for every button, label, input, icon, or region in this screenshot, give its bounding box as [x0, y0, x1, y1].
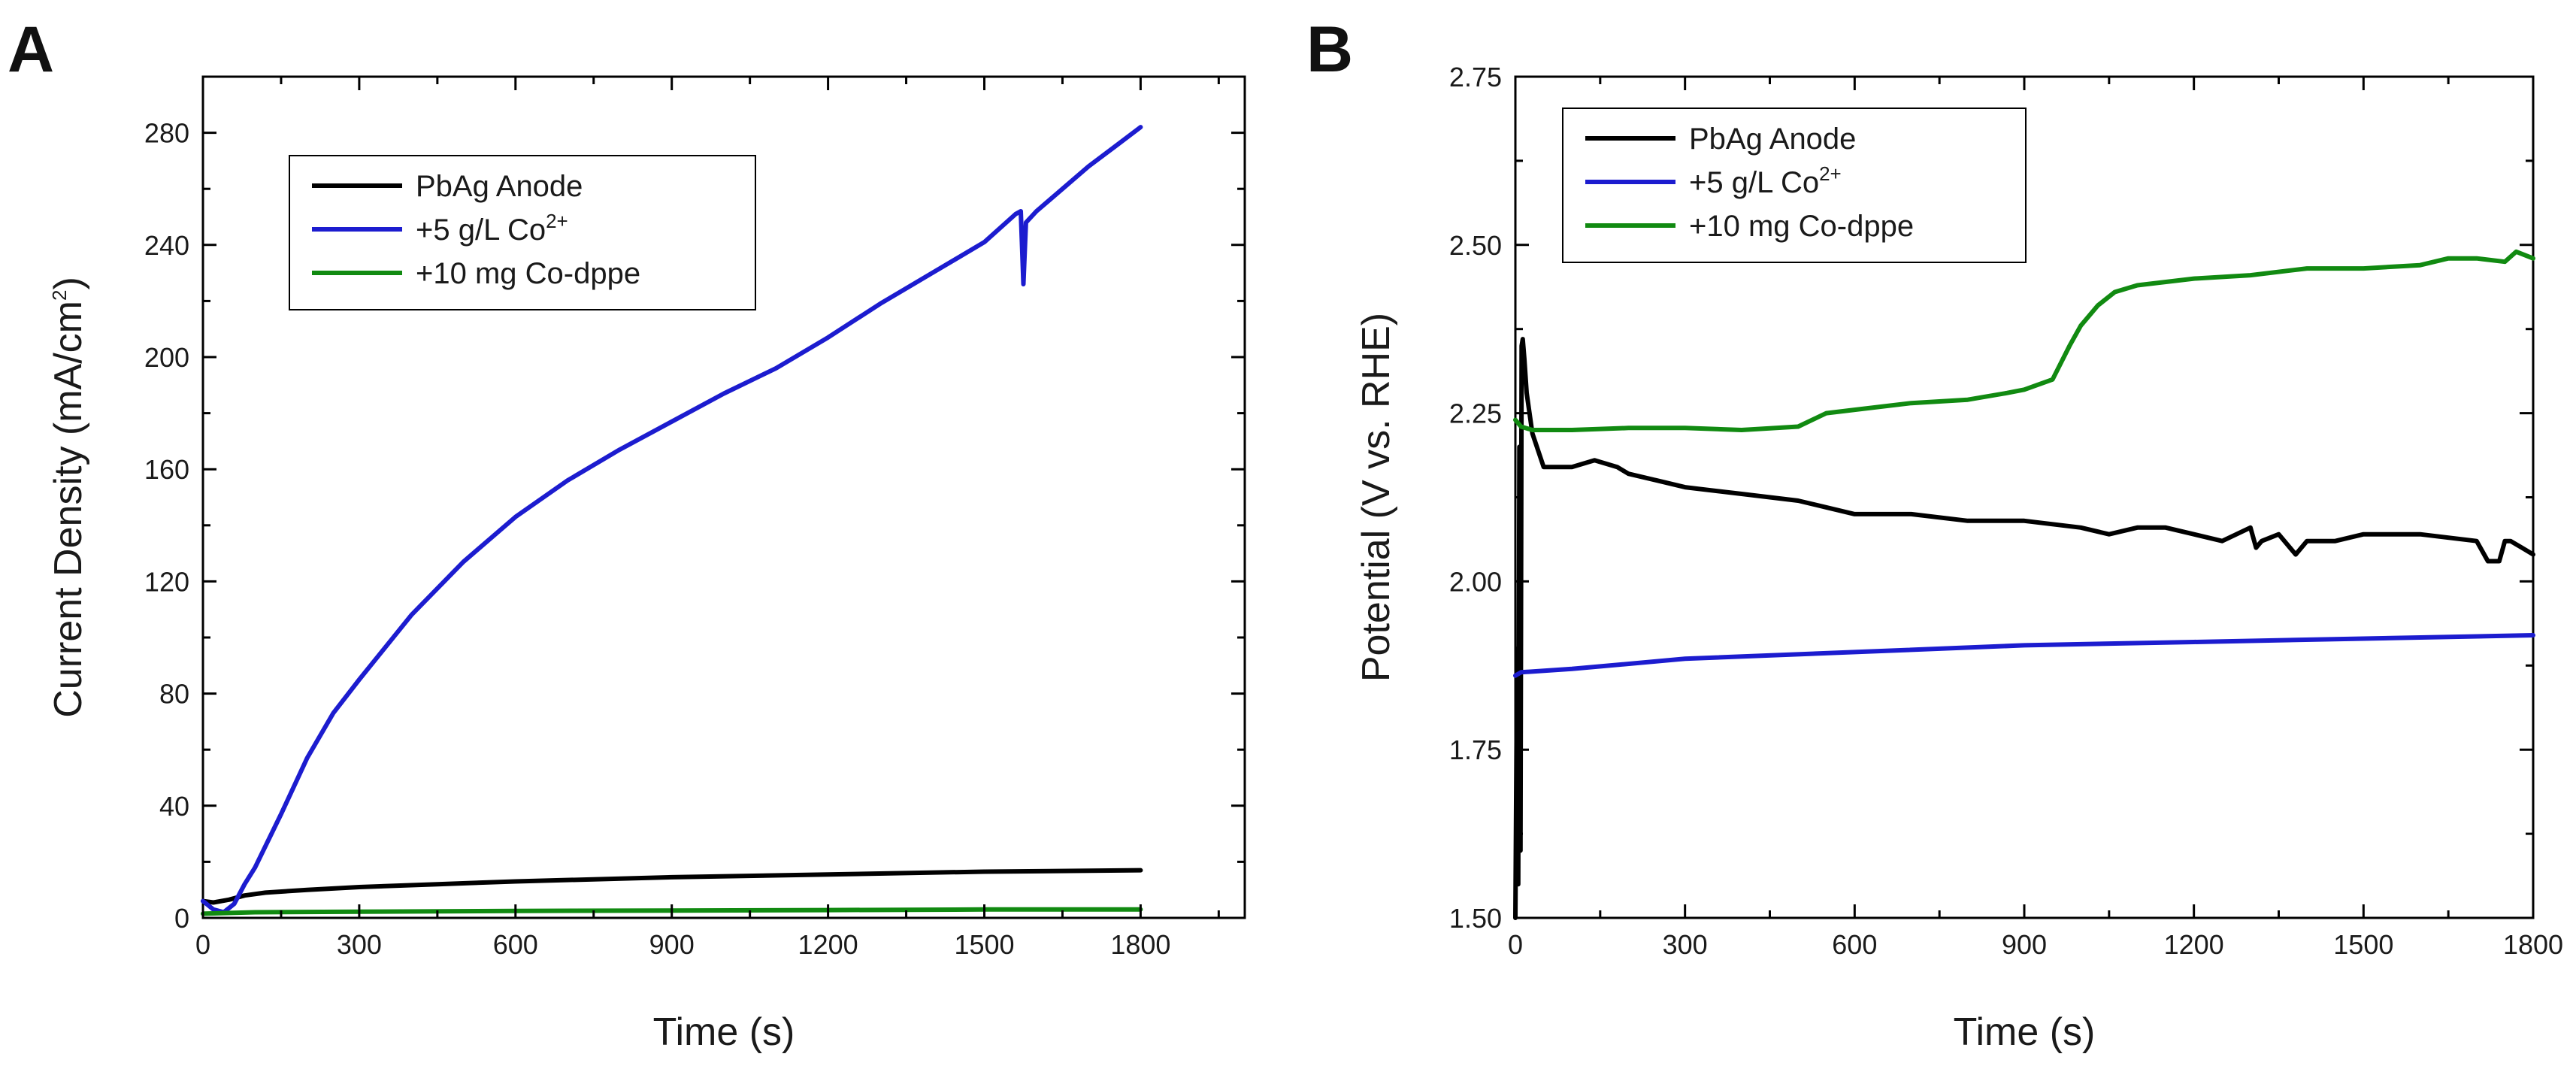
panel-a-y-axis-label-sup: 2 [48, 290, 71, 301]
x-tick-label: 1200 [798, 929, 858, 960]
panel-a-letter: A [8, 14, 54, 86]
y-tick-label: 200 [144, 342, 189, 373]
panel-b-x-axis-label: Time (s) [1954, 1010, 2096, 1054]
panel-a-y-axis-label-main: Current Density (mA/cm [47, 301, 90, 718]
panel-b-ticks: 0 300 600 900 1200 1500 1800 1.50 1.75 2.00 2.25 2.… [1449, 62, 2563, 960]
panel-b-legend-label-co: +5 g/L Co2+ [1689, 162, 1842, 199]
x-tick-label: 600 [493, 929, 538, 960]
x-tick-label: 1800 [1110, 929, 1170, 960]
x-tick-label: 1500 [954, 929, 1014, 960]
x-tick-label: 300 [1663, 929, 1708, 960]
panel-a-ticks: 0 300 600 900 1200 1500 1800 0 40 80 120 160 200 240 2… [144, 75, 1245, 960]
y-tick-label: 2.75 [1449, 62, 1502, 92]
panel-a-legend-label-codppe: +10 mg Co-dppe [416, 257, 640, 290]
x-tick-label: 1800 [2503, 929, 2563, 960]
panel-a-y-axis-label: Current Density (mA/cm2) [47, 277, 90, 718]
panel-b-legend-label-pbag: PbAg Anode [1689, 123, 1856, 156]
panel-b-legend-box [1562, 108, 2027, 263]
x-tick-label: 1200 [2164, 929, 2224, 960]
panel-a-y-axis-label-end: ) [47, 277, 90, 289]
panel-b-y-axis-label-main: Potential (V vs. RHE) [1355, 313, 1398, 682]
y-tick-label: 0 [174, 903, 189, 934]
x-tick-label: 300 [337, 929, 382, 960]
series-line-2 [1513, 633, 2535, 678]
panel-b: B 0 300 600 900 1200 1500 1800 1.50 1.75 2.00 2.25… [1306, 14, 2563, 1054]
y-tick-label: 2.50 [1449, 230, 1502, 261]
panel-a-legend-box [289, 155, 756, 310]
panel-b-series [1513, 249, 2535, 920]
y-tick-label: 240 [144, 230, 189, 261]
x-tick-label: 0 [1508, 929, 1523, 960]
x-tick-label: 600 [1832, 929, 1877, 960]
panel-a-plot-frame [201, 75, 1246, 919]
panel-a-legend-label-pbag: PbAg Anode [416, 170, 583, 203]
y-tick-label: 1.50 [1449, 903, 1502, 934]
x-tick-label: 1500 [2333, 929, 2393, 960]
panel-a-x-axis-label: Time (s) [653, 1010, 795, 1054]
x-tick-label: 0 [195, 929, 210, 960]
x-tick-label: 900 [2002, 929, 2047, 960]
y-tick-label: 80 [159, 679, 189, 710]
y-tick-label: 160 [144, 454, 189, 485]
panel-b-letter: B [1306, 14, 1353, 86]
x-tick-label: 900 [649, 929, 695, 960]
series-line-2 [201, 125, 1143, 915]
y-tick-label: 120 [144, 566, 189, 597]
panel-b-legend-label-codppe: +10 mg Co-dppe [1689, 210, 1914, 243]
y-tick-label: 2.00 [1449, 566, 1502, 597]
panel-a-legend-label-co: +5 g/L Co2+ [416, 210, 568, 247]
y-tick-label: 2.25 [1449, 398, 1502, 429]
panel-a: A 0 300 600 900 1200 1500 1800 0 40 80 120 160 200 24… [8, 14, 1246, 1054]
y-tick-label: 280 [144, 118, 189, 149]
series-line-1 [201, 868, 1143, 905]
series-line-3 [1513, 249, 2535, 432]
y-tick-label: 40 [159, 791, 189, 822]
panel-b-y-axis-label: Potential (V vs. RHE) [1355, 313, 1398, 682]
series-line-1 [1513, 337, 2535, 920]
panel-a-legend: PbAg Anode +5 g/L Co2+ +10 mg Co-dppe [289, 155, 756, 310]
y-tick-label: 1.75 [1449, 734, 1502, 765]
panel-b-legend: PbAg Anode +5 g/L Co2+ +10 mg Co-dppe [1562, 108, 2027, 263]
